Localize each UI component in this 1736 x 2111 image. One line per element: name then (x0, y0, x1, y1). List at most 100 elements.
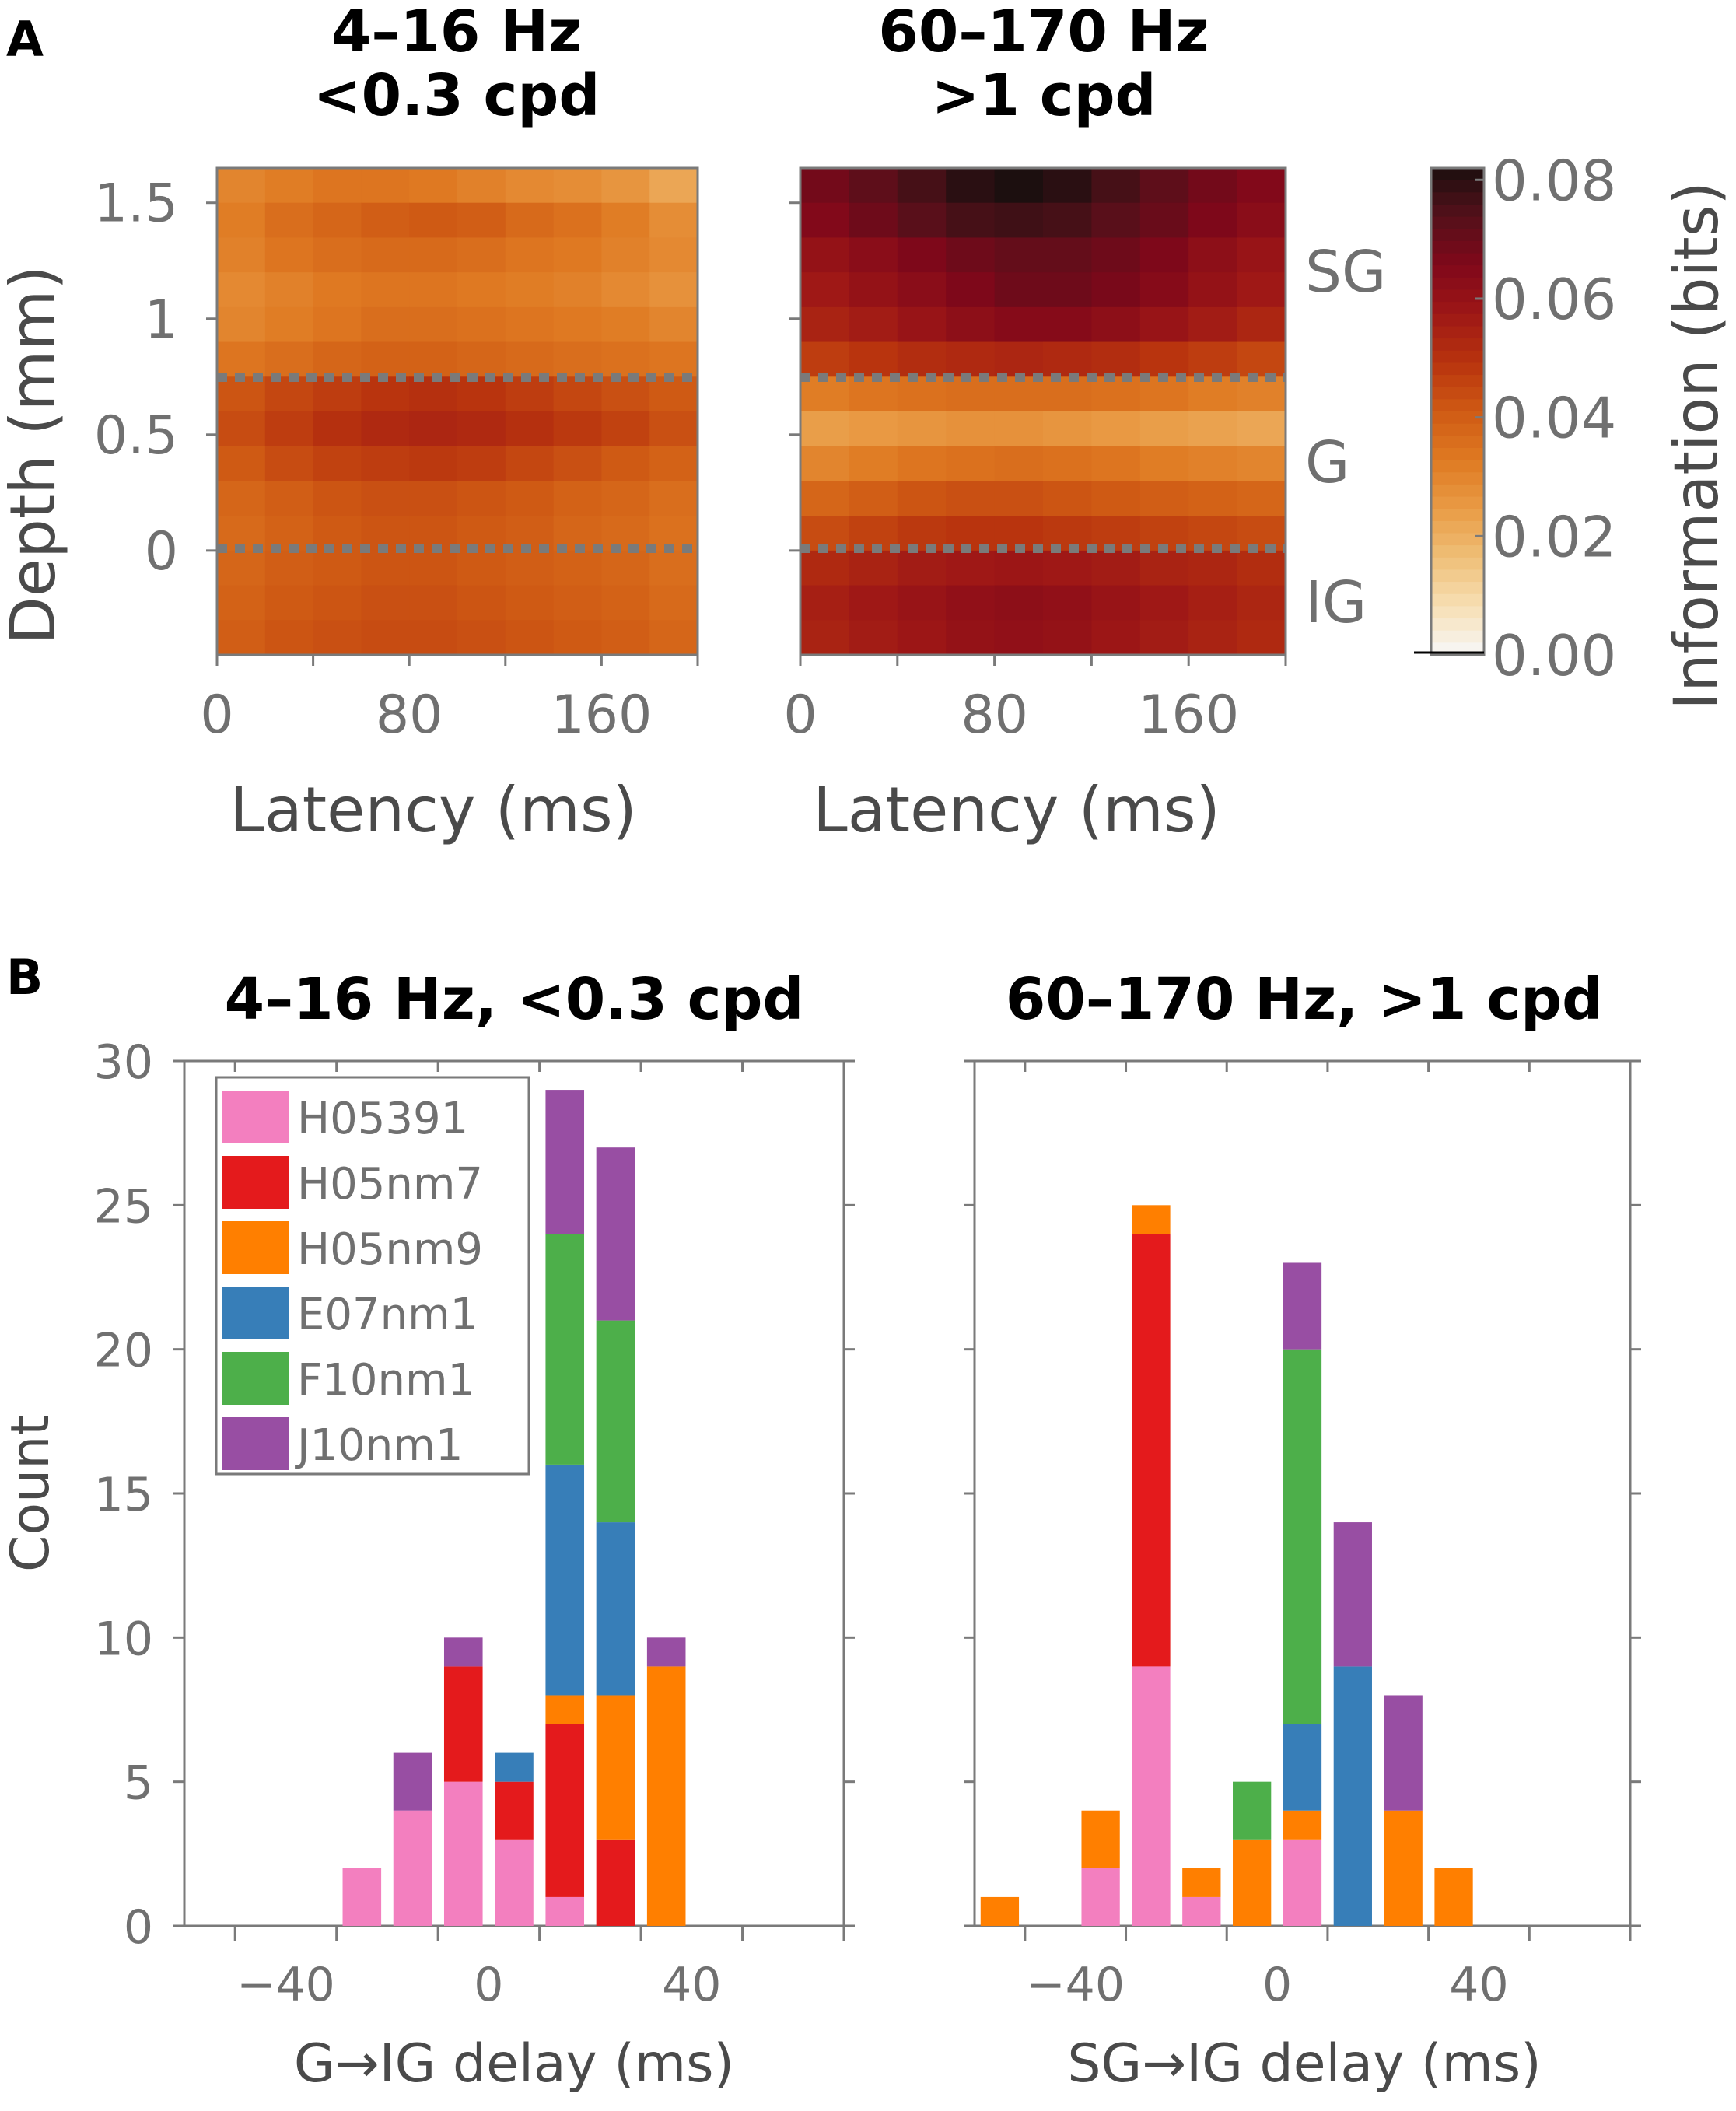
bar-segment (393, 1752, 432, 1811)
bar-segment (495, 1752, 534, 1782)
heatmap-cell (217, 306, 266, 343)
heatmap-cell (601, 585, 650, 621)
heatmap-cell (313, 585, 362, 621)
heatmap-cell (264, 341, 314, 377)
heatmap-cell (409, 306, 458, 343)
heatmap-cell (1237, 481, 1286, 516)
heatmap-cell (1139, 272, 1189, 308)
colorbar-gradient (1431, 168, 1484, 656)
heatmap-1-ylabel: Depth (mm) (0, 265, 69, 644)
heatmap-cell (994, 168, 1044, 204)
heatmap-cell (457, 202, 506, 239)
bar-segment (596, 1522, 635, 1696)
heatmap-cell (849, 168, 898, 204)
colorbar-segment (1431, 496, 1484, 509)
bar-segment (1333, 1522, 1372, 1667)
heatmap-cell (649, 168, 698, 204)
heatmap-cell (1091, 376, 1141, 412)
heatmap-cell (313, 446, 362, 482)
heatmap-cell (897, 272, 947, 308)
heatmap-cell (1188, 341, 1238, 377)
bar-segment (545, 1234, 585, 1465)
bar-segment (443, 1666, 483, 1782)
heatmap-cell (457, 272, 506, 308)
colorbar-segment (1431, 387, 1484, 400)
heatmap-cell (313, 237, 362, 273)
bar-segment (495, 1781, 534, 1840)
heatmap-cell (800, 237, 849, 273)
heatmap-cell (897, 306, 947, 343)
heatmap-cell (361, 272, 410, 308)
heatmap-cell (994, 376, 1044, 412)
heatmap-cell (1188, 446, 1238, 482)
bar-segment (596, 1695, 635, 1840)
heatmap-cell (409, 446, 458, 482)
heatmap-cell (897, 168, 947, 204)
x-tick-label: 80 (376, 684, 443, 746)
heatmap-cell (1043, 585, 1092, 621)
colorbar-segment (1431, 375, 1484, 388)
heatmap-cell (361, 341, 410, 377)
heatmap-cell (409, 341, 458, 377)
x-tick-label: 40 (1449, 1958, 1508, 2012)
colorbar-segment (1431, 520, 1484, 534)
heatmap-cell (800, 481, 849, 516)
heatmap-cell (800, 620, 849, 656)
heatmap-cell (264, 306, 314, 343)
colorbar-segment (1431, 606, 1484, 619)
heatmap-cell (553, 446, 602, 482)
legend-swatch (222, 1417, 289, 1470)
heatmap-cell (649, 585, 698, 621)
heatmap-cell (946, 620, 996, 656)
heatmap-cell (849, 376, 898, 412)
heatmap-cell (849, 202, 898, 239)
colorbar-segment (1431, 180, 1484, 193)
bar-segment (495, 1839, 534, 1926)
colorbar-segment (1431, 277, 1484, 291)
heatmap-2-xlabel: Latency (ms) (813, 774, 1220, 846)
bar-chart-2: 60–170 Hz, >1 cpd −40 0 40 SG→IG delay (ms… (964, 966, 1641, 2095)
heatmap-cell (601, 376, 650, 412)
heatmap-2-title: 60–170 Hz >1 cpd (878, 0, 1209, 129)
heatmap-cell (1091, 446, 1141, 482)
heatmap-cell (409, 272, 458, 308)
colorbar-tick-label: 0.08 (1492, 148, 1616, 213)
heatmap-cell (409, 202, 458, 239)
colorbar-segment (1431, 545, 1484, 558)
legend-label: H05nm7 (297, 1159, 483, 1210)
heatmap-cell (1237, 516, 1286, 551)
colorbar-segment (1431, 533, 1484, 546)
heatmap-cell (946, 481, 996, 516)
heatmap-cell (1188, 620, 1238, 656)
colorbar-segment (1431, 411, 1484, 425)
heatmap-cell (313, 341, 362, 377)
bar-segment (1384, 1695, 1423, 1811)
legend-label: H05391 (297, 1094, 468, 1144)
bar-chart-1-bars (342, 1090, 686, 1926)
heatmap-cell (946, 585, 996, 621)
bar-segment (980, 1896, 1020, 1926)
heatmap-cell (1043, 550, 1092, 586)
colorbar-segment (1431, 338, 1484, 352)
heatmap-cell (409, 376, 458, 412)
legend-swatch (222, 1091, 289, 1143)
heatmap-cell (505, 306, 555, 343)
heatmap-cell (361, 411, 410, 447)
colorbar-tick-label: 0.00 (1492, 623, 1616, 688)
colorbar-segment (1431, 447, 1484, 461)
heatmap-cell (313, 481, 362, 516)
heatmap-cell (553, 411, 602, 447)
heatmap-cell (361, 481, 410, 516)
heatmap-cell (946, 550, 996, 586)
heatmap-cell (457, 411, 506, 447)
bar-segment (596, 1839, 635, 1926)
colorbar-segment (1431, 618, 1484, 632)
heatmap-1: 4–16 Hz <0.3 cpd 0 80 160 1.5 1 0.5 0 Latency (… (0, 0, 699, 846)
heatmap-cell (849, 306, 898, 343)
y-tick-label: 15 (94, 1468, 153, 1522)
heatmap-cell (1139, 341, 1189, 377)
heatmap-cell (946, 168, 996, 204)
bar-chart-1-xlabel: G→IG delay (ms) (294, 2033, 734, 2095)
bar-segment (1132, 1205, 1171, 1234)
heatmap-cell (1237, 620, 1286, 656)
